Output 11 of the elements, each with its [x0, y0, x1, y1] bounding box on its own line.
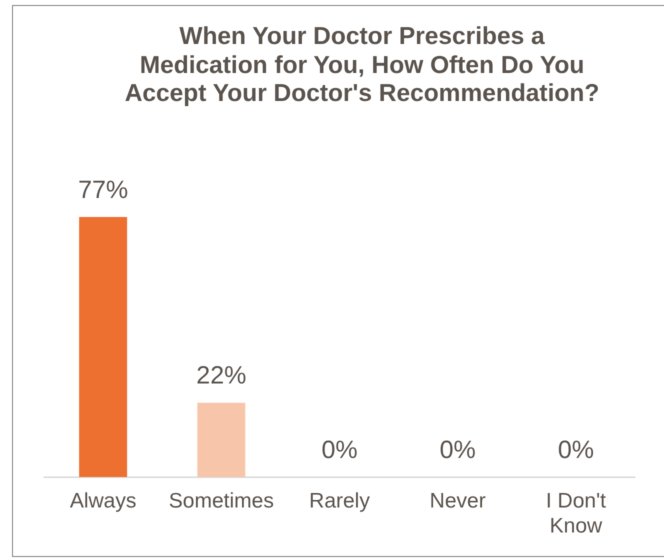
x-tick-label: Always — [70, 489, 136, 512]
x-tick-label: Sometimes — [168, 489, 274, 512]
data-label: 0% — [440, 436, 476, 464]
x-tick-label: Never — [430, 489, 486, 512]
data-label: 0% — [321, 436, 358, 464]
data-label: 22% — [196, 362, 246, 390]
data-label: 77% — [78, 176, 128, 204]
x-tick-label: Rarely — [309, 489, 370, 512]
data-label: 0% — [558, 436, 594, 464]
x-tick-label: I Don't Know — [546, 489, 606, 538]
chart-title: When Your Doctor Prescribes a Medication for You, How Often Do You Accept Your Doctor's Recommendation? — [124, 23, 600, 110]
